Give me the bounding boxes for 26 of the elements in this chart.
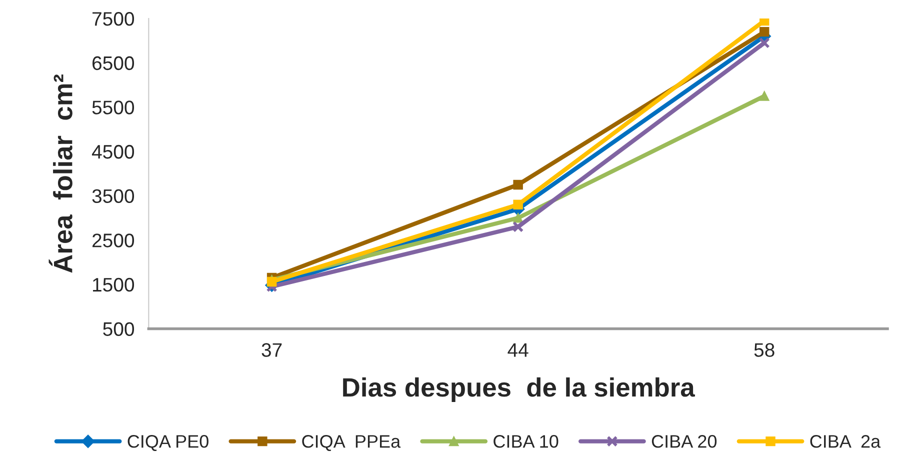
- legend-label: CIBA 10: [494, 435, 558, 448]
- x-axis-title: Dias despues de la siembra: [343, 377, 695, 402]
- point: [513, 200, 523, 210]
- y-tick-label: 2500: [92, 234, 134, 248]
- y-axis-title: Área foliar cm²: [48, 74, 72, 273]
- legend-label: CIQA PPEa: [302, 435, 401, 452]
- y-tick-label: 5500: [92, 100, 134, 114]
- point: [759, 26, 770, 37]
- y-tick-label: 1500: [93, 278, 134, 292]
- y-tick-label: 6500: [92, 56, 134, 70]
- y-tick-label: 4500: [92, 144, 134, 159]
- y-tick-label: 7500: [92, 12, 134, 26]
- point: [512, 221, 524, 232]
- point: [759, 91, 770, 101]
- legend-label: CIBA 20: [652, 435, 717, 448]
- point: [513, 213, 523, 223]
- legend-label: CIBA 2a: [810, 435, 881, 448]
- point: [513, 180, 523, 190]
- legend-label: CIQA PE0: [128, 435, 208, 452]
- x-tick-label: 44: [508, 343, 528, 357]
- y-tick-label: 500: [103, 322, 134, 336]
- point: [758, 37, 770, 48]
- x-tick-label: 58: [754, 343, 774, 357]
- x-tick-label: 37: [262, 343, 282, 357]
- point: [266, 276, 277, 287]
- y-tick-label: 3500: [92, 189, 134, 204]
